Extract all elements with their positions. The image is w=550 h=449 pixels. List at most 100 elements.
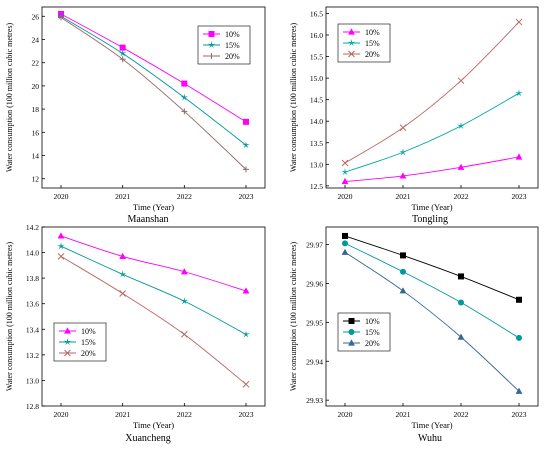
x-marker [242,380,250,388]
x-tick-label: 2021 [115,410,130,419]
y-tick-label: 16 [32,128,40,137]
plot-frame [325,6,539,189]
series-line [344,251,520,392]
plot-frame [41,226,266,407]
y-tick-label: 16.5 [310,9,323,18]
y-tick-label: 13.0 [310,160,323,169]
triangle-marker [57,232,65,239]
x-marker [64,349,71,357]
square-marker [181,80,188,87]
star-marker [399,148,407,156]
panel-wuhu-plot: 29.93 29.94 29.95 29.96 29.97 2020 2021 2022 202… [289,226,539,430]
square-marker [208,31,215,37]
triangle-marker [399,172,407,179]
square-marker [458,273,464,280]
triangle-marker [341,177,349,185]
x-tick-label: 2020 [54,410,69,419]
plus-marker [243,166,249,173]
star-marker [180,93,189,101]
triangle-marker [457,163,465,170]
y-tick-label: 15.0 [310,74,323,83]
star-marker [242,330,250,338]
y-tick-label: 14.2 [26,223,39,232]
star-marker [515,89,523,97]
y-tick-label: 12 [32,175,40,184]
circle-marker [342,240,348,247]
y-tick-label: 12.5 [310,182,323,191]
x-marker [399,124,407,132]
series-line [344,242,520,339]
series-line [60,245,247,335]
y-tick-label: 22 [32,59,40,68]
square-marker [119,44,126,51]
square-marker [348,318,355,324]
square-marker [243,118,249,125]
triangle-marker [64,327,71,334]
square-marker [342,232,348,239]
y-tick-label: 13.8 [26,274,39,283]
y-tick-label: 20 [32,82,40,91]
x-tick-label: 2022 [177,192,192,201]
panel-title: Xuancheng [125,433,171,444]
legend-label: 10% [365,28,380,37]
x-marker [515,18,523,26]
plus-marker [119,56,126,63]
legend-label: 20% [365,339,380,348]
square-marker [400,252,406,259]
y-tick-label: 13.5 [310,139,323,148]
panel-tongling-plot: 12.5 13.0 13.5 14.0 14.5 15.0 15.5 16.0 16.5 2020… [289,6,539,212]
x-tick-label: 2021 [115,192,130,201]
triangle-marker [457,333,465,340]
circle-marker [400,268,406,275]
x-marker [119,290,127,297]
legend-label: 20% [365,50,380,59]
x-marker [57,253,65,260]
triangle-marker [515,387,523,394]
y-tick-label: 29.94 [306,357,323,366]
x-marker [180,331,188,338]
triangle-marker [348,339,355,346]
star-marker [207,41,216,49]
panel-title: Maanshan [127,214,168,225]
panel-maanshan: Maanshan [127,214,168,225]
series-line [344,156,520,182]
x-axis-label: Time (Year) [411,420,452,430]
star-marker [57,242,65,250]
star-marker [180,297,189,305]
plot-frame [325,226,539,407]
x-tick-label: 2020 [338,410,353,419]
y-tick-label: 14 [32,152,40,161]
legend: 10% 15% 20% [337,312,391,352]
y-axis-label: Water consumption (100 million cubic met… [5,23,14,173]
x-axis-label: Time (Year) [133,420,174,430]
y-tick-label: 16.0 [310,31,323,40]
circle-marker [458,299,464,306]
legend-label: 20% [225,52,240,61]
star-marker [457,121,465,130]
panel-title: Wuhu [418,433,442,444]
x-axis-label: Time (Year) [133,202,174,212]
x-tick-label: 2021 [396,192,411,201]
legend-label: 10% [225,30,240,39]
triangle-marker [515,153,523,160]
triangle-marker [399,287,407,294]
star-marker [118,49,127,57]
series-line [344,21,520,164]
x-tick-label: 2020 [338,192,353,201]
y-tick-label: 24 [32,35,40,44]
triangle-marker [242,287,250,294]
star-marker [242,141,250,149]
y-tick-label: 18 [32,105,40,114]
legend-label: 15% [225,41,240,50]
y-axis-label: Water consumption (100 million cubic met… [5,242,14,392]
panel-xuancheng: Xuancheng [125,433,171,444]
circle-marker [348,329,355,335]
legend-label: 10% [81,327,96,336]
x-tick-label: 2023 [239,192,254,201]
legend-label: 15% [81,338,96,347]
y-tick-label: 29.93 [306,396,323,405]
star-marker [118,270,127,278]
legend-label: 10% [365,317,380,326]
